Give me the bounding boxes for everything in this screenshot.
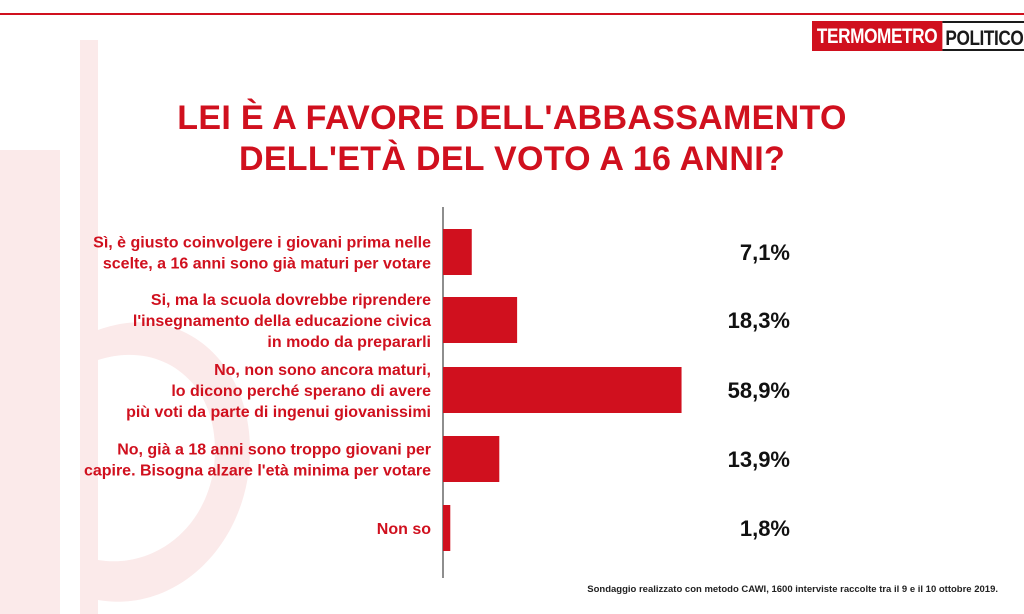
category-label-5-line-1: Non so bbox=[377, 521, 431, 538]
logo-part-termometro: TERMOMETRO bbox=[812, 21, 943, 51]
brand-logo: TERMOMETRO POLITICO bbox=[812, 21, 1024, 51]
value-label-5: 1,8% bbox=[740, 516, 790, 541]
category-label-2-line-1: Si, ma la scuola dovrebbe riprendere bbox=[151, 292, 431, 309]
category-label-4-line-1: No, già a 18 anni sono troppo giovani pe… bbox=[117, 442, 431, 459]
top-rule bbox=[0, 13, 1024, 15]
bar-3 bbox=[443, 367, 682, 413]
category-label-2-line-2: l'insegnamento della educazione civica bbox=[133, 313, 431, 330]
bar-5 bbox=[443, 505, 451, 551]
category-label-3-line-3: più voti da parte di ingenui giovanissim… bbox=[126, 404, 431, 421]
value-label-2: 18,3% bbox=[728, 308, 790, 333]
category-label-5: Non so bbox=[377, 521, 431, 538]
category-label-2: Si, ma la scuola dovrebbe riprendere l'in… bbox=[133, 292, 431, 351]
category-label-4-line-2: capire. Bisogna alzare l'età minima per … bbox=[84, 463, 431, 480]
category-label-3-line-1: No, non sono ancora maturi, bbox=[214, 362, 431, 379]
chart-title-line-2: DELL'ETÀ DEL VOTO A 16 ANNI? bbox=[238, 140, 786, 178]
category-label-1-line-2: scelte, a 16 anni sono già maturi per vo… bbox=[103, 256, 431, 273]
value-label-1: 7,1% bbox=[740, 240, 790, 265]
value-label-4: 13,9% bbox=[728, 447, 790, 472]
logo-part-politico: POLITICO bbox=[942, 21, 1024, 51]
category-label-2-line-3: in modo da prepararli bbox=[267, 334, 431, 351]
value-label-3: 58,9% bbox=[728, 378, 790, 403]
chart-title-line-1: LEI È A FAVORE DELL'ABBASSAMENTO bbox=[177, 99, 847, 137]
footnote: Sondaggio realizzato con metodo CAWI, 16… bbox=[587, 584, 998, 595]
chart-title: LEI È A FAVORE DELL'ABBASSAMENTO DELL'ET… bbox=[150, 98, 874, 180]
bar-1 bbox=[443, 229, 472, 275]
category-label-3-line-2: lo dicono perché sperano di avere bbox=[171, 383, 431, 400]
category-label-4: No, già a 18 anni sono troppo giovani pe… bbox=[84, 442, 431, 480]
category-label-1-line-1: Sì, è giusto coinvolgere i giovani prima… bbox=[93, 235, 431, 252]
bar-2 bbox=[443, 297, 518, 343]
category-label-1: Sì, è giusto coinvolgere i giovani prima… bbox=[93, 235, 431, 273]
category-label-3: No, non sono ancora maturi, lo dicono per… bbox=[126, 362, 431, 421]
bar-4 bbox=[443, 436, 500, 482]
